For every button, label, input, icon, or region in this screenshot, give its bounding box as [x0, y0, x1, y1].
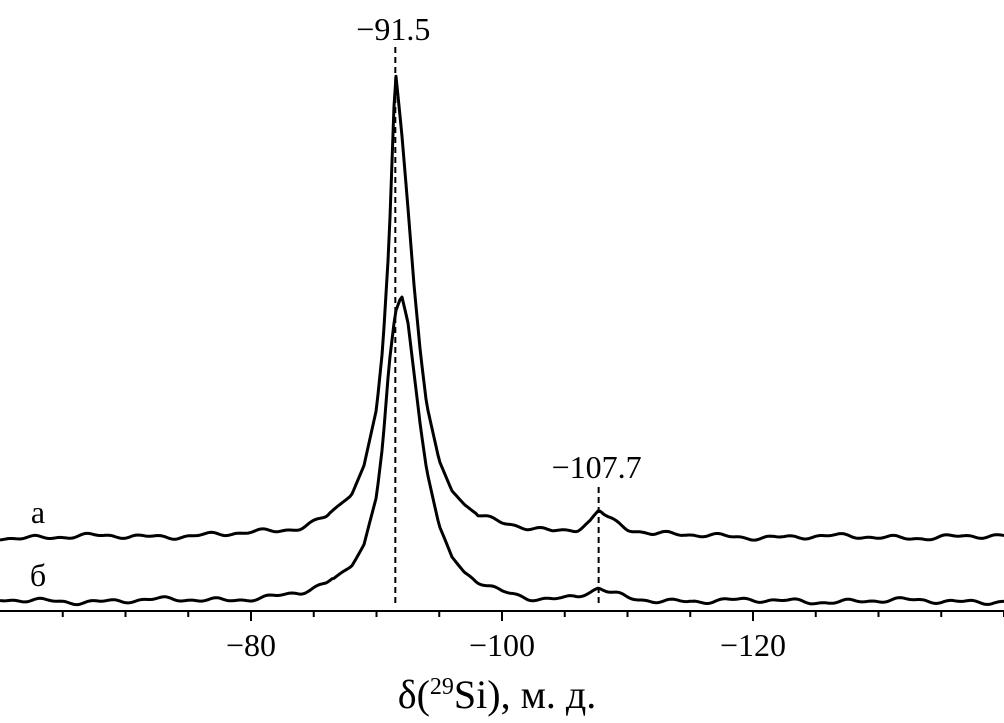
x-axis: −80 −100 −120	[0, 610, 1004, 663]
peak-label: −91.5	[356, 11, 430, 47]
series-label: б	[30, 557, 46, 593]
x-tick-label: −80	[226, 627, 276, 663]
series-group: аб	[0, 74, 1004, 607]
x-tick-label: −120	[720, 627, 786, 663]
x-axis-label: δ(29Si), м. д.	[398, 672, 597, 717]
series-label: а	[31, 494, 45, 530]
peak-label: −107.7	[552, 449, 642, 485]
annotations: −91.5 −107.7	[356, 11, 642, 607]
spectrum-line-a	[0, 74, 1004, 542]
spectrum-line-b	[0, 295, 1004, 607]
x-tick-label: −100	[469, 627, 535, 663]
